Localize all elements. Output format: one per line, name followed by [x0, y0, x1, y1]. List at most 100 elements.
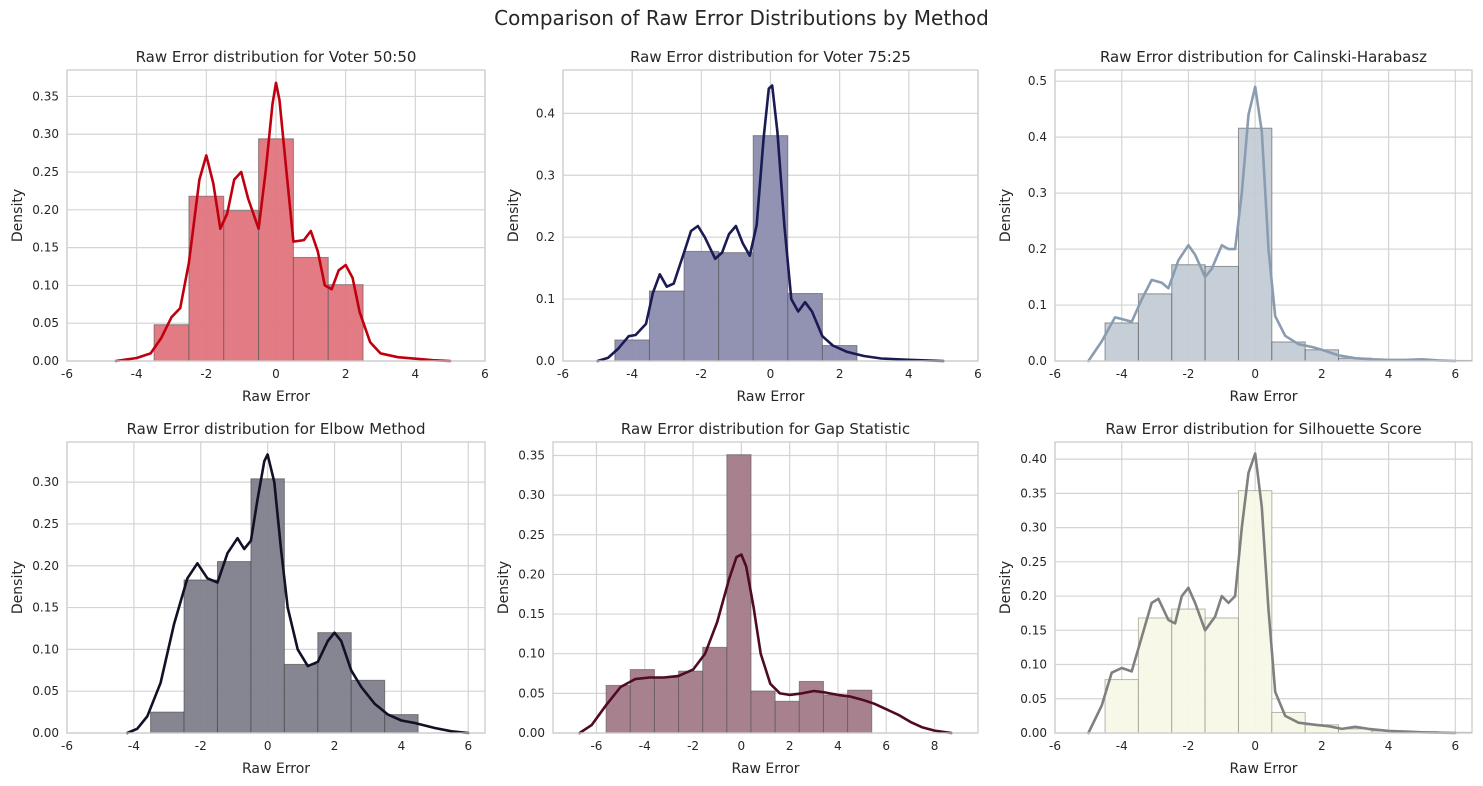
- x-tick-label: 8: [931, 739, 939, 753]
- x-tick-label: -4: [639, 739, 651, 753]
- histogram-bar: [223, 210, 260, 362]
- kde-curve: [1087, 452, 1457, 735]
- axes-frame: [552, 441, 979, 734]
- y-tick-label: 0.30: [32, 127, 59, 141]
- y-tick-label: 0.00: [32, 726, 59, 740]
- y-tick-label: 0.05: [32, 684, 59, 698]
- figure-suptitle: Comparison of Raw Error Distributions by…: [494, 6, 989, 30]
- x-tick-label: -4: [626, 367, 638, 381]
- x-tick-label: -6: [1049, 739, 1061, 753]
- y-tick-label: 0.30: [1020, 521, 1047, 535]
- x-tick-label: -4: [128, 739, 140, 753]
- x-tick-label: 0: [272, 367, 280, 381]
- histogram-bar: [317, 632, 352, 734]
- histogram-bar: [1104, 679, 1139, 734]
- subplot-title: Raw Error distribution for Elbow Method: [127, 420, 426, 438]
- histogram-bar: [283, 663, 319, 734]
- x-tick-label: 2: [1318, 367, 1326, 381]
- y-tick-label: 0.3: [536, 168, 555, 182]
- y-tick-label: 0.0: [536, 354, 555, 368]
- x-tick-label: 0: [1251, 739, 1259, 753]
- x-tick-label: -2: [687, 739, 699, 753]
- histogram-bar: [150, 711, 185, 734]
- y-tick-label: 0.00: [32, 354, 59, 368]
- subplot-title: Raw Error distribution for Calinski-Hara…: [1100, 48, 1427, 66]
- x-tick-label: 0: [738, 739, 746, 753]
- y-tick-label: 0.2: [1028, 242, 1047, 256]
- y-tick-label: 0.00: [1020, 726, 1047, 740]
- y-tick-label: 0.2: [536, 230, 555, 244]
- histogram-bar: [1171, 264, 1206, 362]
- x-tick-label: 6: [1451, 739, 1459, 753]
- x-tick-label: 2: [786, 739, 794, 753]
- histogram-bar: [718, 252, 754, 362]
- x-tick-label: -2: [695, 367, 707, 381]
- x-tick-label: 4: [834, 739, 842, 753]
- x-axis-label: Raw Error: [1229, 761, 1297, 777]
- y-tick-label: 0.1: [1028, 298, 1047, 312]
- y-axis-label: Density: [998, 189, 1014, 242]
- x-tick-label: -6: [1049, 367, 1061, 381]
- y-axis-label: Density: [10, 189, 26, 242]
- x-tick-label: -4: [1116, 367, 1128, 381]
- x-tick-label: -2: [1182, 367, 1194, 381]
- y-axis-label: Density: [998, 561, 1014, 614]
- histogram-bar: [614, 339, 650, 362]
- y-axis-label: Density: [496, 561, 512, 614]
- y-tick-label: 0.35: [518, 448, 545, 462]
- subplot-3: -6 -4 -2 0 2 4 6 0.0 0.1 0.2 0.3 0.4 0.5 Raw Error di…: [998, 48, 1473, 405]
- x-tick-label: -2: [195, 739, 207, 753]
- histogram-bar: [726, 454, 752, 734]
- x-tick-label: -6: [61, 739, 73, 753]
- y-tick-label: 0.4: [536, 106, 555, 120]
- histogram-bar: [653, 676, 680, 734]
- histogram-bar: [1204, 617, 1239, 734]
- x-tick-label: 4: [412, 367, 420, 381]
- x-tick-label: 0: [1251, 367, 1259, 381]
- y-tick-label: 0.10: [1020, 658, 1047, 672]
- kde-curve: [125, 453, 470, 735]
- x-axis-label: Raw Error: [242, 389, 310, 405]
- x-axis-label: Raw Error: [736, 389, 804, 405]
- y-tick-label: 0.40: [1020, 452, 1047, 466]
- x-tick-label: 2: [1318, 739, 1326, 753]
- axes-frame: [1054, 69, 1473, 362]
- axes-frame: [562, 69, 979, 362]
- histogram-bar: [1137, 293, 1173, 362]
- histogram-bar: [683, 250, 720, 362]
- x-tick-label: 0: [767, 367, 775, 381]
- y-tick-label: 0.10: [518, 647, 545, 661]
- axes-frame: [66, 69, 486, 362]
- y-tick-label: 0.0: [1028, 354, 1047, 368]
- x-axis-label: Raw Error: [1229, 389, 1297, 405]
- histogram-bar: [327, 284, 364, 362]
- x-tick-label: 4: [1385, 739, 1393, 753]
- y-tick-label: 0.15: [32, 241, 59, 255]
- subplot-5: -6 -4 -2 0 2 4 6 8 0.00 0.05 0.10 0.15 0.20 0.25 0.30 0…: [496, 420, 979, 777]
- y-tick-label: 0.4: [1028, 130, 1047, 144]
- x-tick-label: 2: [342, 367, 350, 381]
- y-tick-label: 0.20: [32, 559, 59, 573]
- histogram-bar: [798, 680, 824, 734]
- kde-curve: [596, 84, 945, 363]
- x-tick-label: 4: [398, 739, 406, 753]
- y-tick-label: 0.35: [32, 89, 59, 103]
- histogram-bar: [752, 135, 789, 362]
- x-tick-label: -6: [557, 367, 569, 381]
- x-tick-label: 6: [974, 367, 982, 381]
- axes-frame: [1054, 441, 1473, 734]
- histogram-bar: [1304, 349, 1340, 362]
- histogram-bar: [1237, 490, 1273, 734]
- histogram-bar: [258, 138, 294, 362]
- axes-frame: [66, 441, 486, 734]
- x-tick-label: -4: [1116, 739, 1128, 753]
- x-axis-label: Raw Error: [731, 761, 799, 777]
- y-tick-label: 0.25: [32, 165, 59, 179]
- y-tick-label: 0.15: [32, 601, 59, 615]
- histogram-bar: [1171, 608, 1206, 734]
- y-tick-label: 0.35: [1020, 486, 1047, 500]
- y-tick-label: 0.05: [518, 686, 545, 700]
- x-tick-label: 6: [464, 739, 472, 753]
- x-tick-label: -6: [590, 739, 602, 753]
